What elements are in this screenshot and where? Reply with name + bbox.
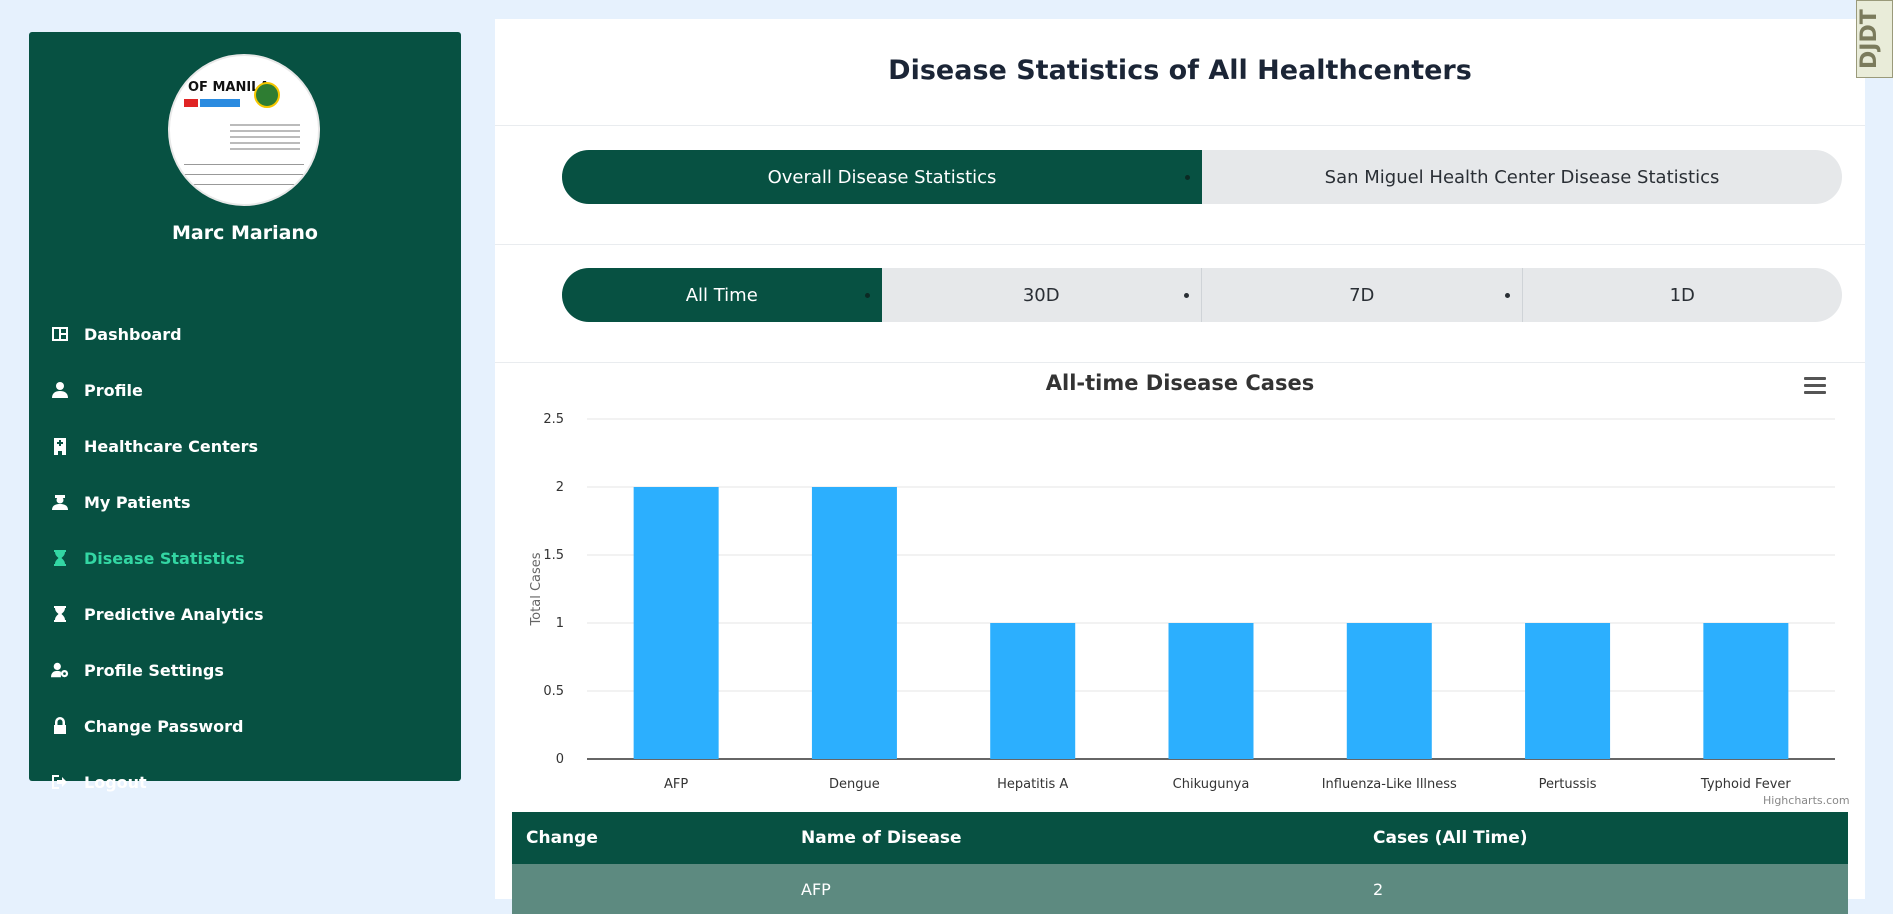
hourglass-icon [49,548,71,568]
bar-chart: 0 0.5 1 1.5 2 2.5 AFP Dengue Hepatitis A Chikugun… [529,412,1835,792]
sidebar-item-predictive-analytics[interactable]: Predictive Analytics [29,586,461,642]
scope-tabs: Overall Disease Statistics San Miguel He… [562,150,1842,204]
table-header: Change Name of Disease Cases (All Time) [512,812,1848,864]
x-tick-label: Pertussis [1539,777,1597,792]
tab-label: Overall Disease Statistics [767,166,997,188]
sidebar-item-dashboard[interactable]: Dashboard [29,306,461,362]
period-tabs: All Time 30D 7D 1D [562,268,1842,322]
avatar: OF MANILA [168,54,320,206]
bar-pertussis [1525,623,1611,759]
hourglass-icon [49,604,71,624]
patient-icon [49,492,71,512]
sidebar-item-label: Predictive Analytics [84,604,264,624]
column-header-name[interactable]: Name of Disease [801,828,962,848]
sidebar-item-healthcare-centers[interactable]: Healthcare Centers [29,418,461,474]
user-name: Marc Mariano [172,222,318,244]
tab-dot [1185,175,1190,180]
debug-toolbar-badge[interactable]: DJDT [1856,0,1893,78]
y-tick-label: 0.5 [543,684,564,699]
x-tick-label: Chikugunya [1173,777,1250,792]
x-tick-label: Influenza-Like Illness [1322,777,1457,792]
divider [495,244,1865,245]
y-tick-label: 2 [556,480,564,495]
bar-dengue [811,487,897,759]
dashboard-icon [49,324,71,344]
card-lines [230,124,300,154]
card-table [184,164,304,194]
tab-label: All Time [685,284,758,306]
tab-dot [1504,293,1510,298]
sidebar-nav: Dashboard Profile Healthcare Centers My … [29,306,461,810]
sidebar-item-label: Dashboard [84,324,182,344]
lock-icon [49,716,71,736]
user-gear-icon [49,660,71,680]
tab-label: 1D [1669,284,1695,306]
y-tick-label: 1.5 [543,548,564,563]
sidebar-item-profile[interactable]: Profile [29,362,461,418]
bar-hepatitis-a [990,623,1076,759]
chart-title: All-time Disease Cases [1045,371,1315,395]
sidebar-item-logout[interactable]: Logout [29,754,461,810]
sidebar-item-label: Change Password [84,716,244,736]
cell-cases: 2 [1373,880,1384,899]
tab-dot [864,293,870,298]
tab-all-time[interactable]: All Time [562,268,882,322]
sidebar-item-label: Profile [84,380,143,400]
tab-1d[interactable]: 1D [1523,268,1843,322]
cell-disease: AFP [801,880,831,899]
flag-stripe [184,99,198,107]
divider [495,125,1865,126]
tab-label: 7D [1349,284,1375,306]
user-icon [49,380,71,400]
bar-influenza-like-illness [1346,623,1432,759]
column-header-cases[interactable]: Cases (All Time) [1373,828,1528,848]
y-tick-label: 2.5 [543,412,564,427]
x-tick-label: Dengue [829,777,880,792]
sidebar-item-label: Healthcare Centers [84,436,259,456]
tab-label: 30D [1022,284,1060,306]
x-tick-label: Hepatitis A [997,777,1068,792]
sidebar-item-my-patients[interactable]: My Patients [29,474,461,530]
y-tick-label: 1 [556,616,564,631]
x-tick-label: AFP [664,777,688,792]
tab-label: San Miguel Health Center Disease Statist… [1324,166,1720,188]
chart-credits[interactable]: Highcharts.com [1763,794,1850,807]
sidebar-item-profile-settings[interactable]: Profile Settings [29,642,461,698]
tab-san-miguel[interactable]: San Miguel Health Center Disease Statist… [1202,150,1842,204]
bar-chikugunya [1168,623,1254,759]
table-row: AFP 2 [512,864,1848,914]
tab-dot [1184,293,1189,298]
hospital-icon [49,436,71,456]
x-tick-label: Typhoid Fever [1700,777,1792,792]
card-banner [200,99,240,107]
main-panel: Disease Statistics of All Healthcenters … [495,19,1865,914]
sidebar-item-label: Disease Statistics [84,548,245,568]
sidebar-item-change-password[interactable]: Change Password [29,698,461,754]
sidebar-item-label: Logout [84,772,147,792]
sidebar-item-label: My Patients [84,492,191,512]
sidebar: OF MANILA Marc Mariano Dashboard Profile… [29,32,461,792]
bar-typhoid-fever [1703,623,1789,759]
y-axis-title: Total Cases [529,552,544,626]
column-header-change[interactable]: Change [526,828,598,848]
bar-afp [633,487,719,759]
tab-30d[interactable]: 30D [882,268,1202,322]
chart-menu-icon[interactable] [1804,377,1826,397]
logout-icon [49,772,71,792]
page-title: Disease Statistics of All Healthcenters [888,55,1472,86]
tab-7d[interactable]: 7D [1202,268,1523,322]
tab-overall[interactable]: Overall Disease Statistics [562,150,1202,204]
sidebar-item-label: Profile Settings [84,660,224,680]
y-tick-label: 0 [556,752,564,767]
seal-icon [254,82,280,108]
avatar-card-title: OF MANILA [188,80,270,95]
divider [495,362,1865,363]
sidebar-item-disease-statistics[interactable]: Disease Statistics [29,530,461,586]
